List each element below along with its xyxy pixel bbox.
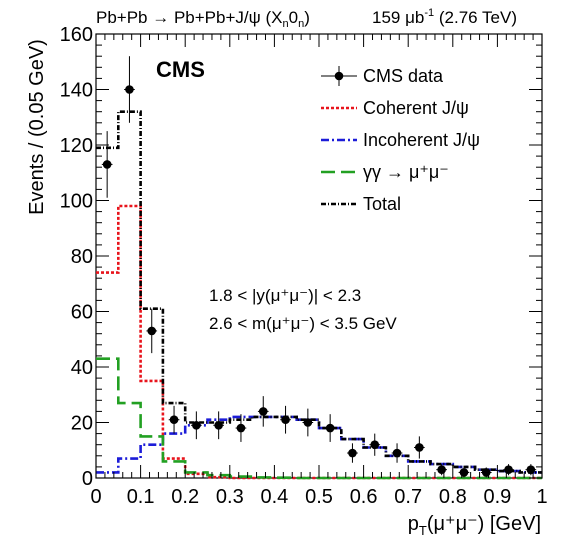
y-tick-label: 140 (60, 80, 93, 102)
data-marker (102, 160, 112, 169)
data-point (191, 411, 202, 440)
data-marker (147, 326, 157, 336)
data-point (503, 464, 514, 476)
plot-frame-border (95, 33, 543, 479)
data-point (302, 408, 314, 437)
data-point (101, 131, 113, 198)
x-tick-label: 0.7 (394, 486, 422, 508)
y-tick-label: 40 (71, 357, 93, 379)
data-point (280, 405, 291, 434)
legend-marker (334, 71, 344, 81)
y-tick-label: 120 (60, 135, 93, 157)
y-tick-label: 160 (60, 24, 93, 46)
data-points-layer (101, 56, 537, 478)
data-marker (258, 407, 268, 416)
data-marker (303, 418, 313, 427)
axes-layer: 0 0.1 0.2 0.3 0.4 0.5 0.6 0.7 0.8 0.9 1 0 20 40 60 80 10… (60, 24, 548, 508)
data-marker (125, 85, 134, 94)
series-series (96, 357, 542, 480)
data-marker (370, 440, 380, 450)
x-tick-label: 0.8 (439, 486, 467, 508)
data-marker (459, 468, 469, 477)
y-tick-label: 20 (71, 413, 93, 435)
data-marker (504, 465, 513, 474)
legend-label: Incoherent J/ψ (363, 130, 480, 150)
x-tick-label: 0.9 (483, 486, 511, 508)
y-tick-label: 0 (82, 468, 93, 490)
mass-cut-label: 2.6 < m(μ⁺μ⁻) < 3.5 GeV (209, 314, 397, 333)
data-marker (348, 448, 357, 458)
series-total (96, 110, 542, 474)
data-point (168, 405, 180, 434)
legend-label: Total (363, 194, 401, 214)
data-marker (325, 423, 335, 433)
data-point (458, 467, 470, 478)
data-marker (415, 443, 424, 452)
data-point (146, 308, 158, 354)
histogram-layer (96, 110, 542, 480)
experiment-label: CMS (156, 57, 205, 82)
data-marker (481, 468, 491, 477)
data-marker (169, 415, 179, 425)
data-marker (526, 465, 536, 474)
figure-header: Pb+Pb → Pb+Pb+J/ψ (Xn0n) 159 μb-1 (2.76 … (96, 7, 517, 30)
data-point (213, 411, 224, 440)
x-tick-label: 0.4 (260, 486, 288, 508)
data-point (436, 464, 447, 476)
process-label: Pb+Pb → Pb+Pb+J/ψ (Xn0n) (96, 8, 310, 30)
data-point (324, 414, 336, 442)
rapidity-cut-label: 1.8 < |y(μ⁺μ⁻)| < 2.3 (209, 286, 361, 305)
data-marker (281, 415, 290, 425)
x-tick-label: 0.5 (305, 486, 333, 508)
data-point (347, 443, 358, 463)
x-tick-label: 0.3 (216, 486, 244, 508)
legend-label: Coherent J/ψ (363, 98, 469, 118)
y-axis-label: Events / (0.05 GeV) (26, 39, 48, 215)
data-marker (437, 465, 446, 474)
legend-item-incoherent-j: Incoherent J/ψ (321, 130, 480, 150)
data-point (235, 414, 247, 442)
data-marker (392, 448, 402, 458)
x-axis-label: pT(μ⁺μ⁻) [GeV] (408, 513, 541, 538)
data-point (525, 464, 537, 476)
data-point (369, 433, 381, 456)
x-tick-label: 0 (90, 486, 101, 508)
legend-item-coherent-j: Coherent J/ψ (321, 98, 469, 118)
chart-legend: CMS data Coherent J/ψ Incoherent J/ψ γγ → μ… (321, 66, 480, 214)
y-tick-label: 80 (71, 246, 93, 268)
data-marker (214, 420, 223, 430)
y-tick-label: 100 (60, 191, 93, 213)
x-tick-label: 1 (536, 486, 547, 508)
x-tick-label: 0.6 (350, 486, 378, 508)
legend-item-cms-data: CMS data (321, 66, 444, 86)
legend-label: CMS data (363, 66, 444, 86)
data-point (257, 396, 269, 427)
legend-item-series: γγ → μ⁺μ⁻ (321, 162, 449, 182)
luminosity-label: 159 μb-1 (2.76 TeV) (372, 7, 517, 27)
data-point (391, 443, 403, 463)
x-tick-label: 0.2 (171, 486, 199, 508)
y-tick-label: 60 (71, 302, 93, 324)
legend-item-total: Total (321, 194, 401, 214)
data-marker (236, 423, 246, 433)
x-tick-label: 0.1 (127, 486, 155, 508)
data-marker (192, 420, 201, 430)
selection-cuts: 1.8 < |y(μ⁺μ⁻)| < 2.3 2.6 < m(μ⁺μ⁻) < 3.… (209, 286, 397, 333)
legend-label: γγ → μ⁺μ⁻ (363, 162, 449, 182)
data-point (414, 436, 425, 459)
plot-area (95, 33, 543, 479)
data-point (124, 56, 135, 123)
